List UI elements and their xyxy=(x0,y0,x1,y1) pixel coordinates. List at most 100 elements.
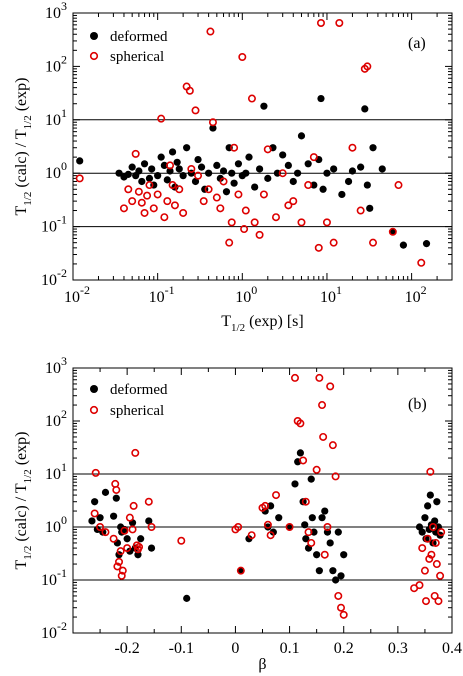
point-deformed xyxy=(245,535,253,543)
point-deformed xyxy=(363,181,371,189)
point-spherical xyxy=(418,544,427,553)
panel-label-b: (b) xyxy=(408,396,427,413)
point-spherical xyxy=(316,18,325,27)
point-spherical xyxy=(326,382,335,391)
point-spherical xyxy=(236,566,245,575)
point-spherical xyxy=(261,501,270,510)
point-deformed xyxy=(317,94,325,103)
point-deformed xyxy=(138,177,146,186)
point-spherical xyxy=(259,190,268,199)
y-tick-label: 102 xyxy=(45,407,67,430)
point-spherical xyxy=(166,161,175,170)
point-deformed xyxy=(175,165,183,173)
point-spherical xyxy=(179,208,188,217)
point-deformed xyxy=(323,169,331,177)
point-spherical xyxy=(318,401,327,410)
data-points-b xyxy=(88,373,446,619)
point-spherical xyxy=(96,522,105,531)
point-deformed xyxy=(313,551,321,559)
point-spherical xyxy=(116,547,125,556)
point-deformed xyxy=(340,551,348,559)
point-spherical xyxy=(117,571,126,580)
point-spherical xyxy=(429,522,438,531)
point-spherical xyxy=(432,560,441,569)
point-spherical xyxy=(363,62,372,71)
point-deformed xyxy=(294,169,302,177)
y-axis-label-a: T1/2 (calc) / T1/2 (exp) xyxy=(13,77,34,215)
point-deformed xyxy=(289,177,297,186)
point-deformed xyxy=(310,181,318,189)
point-deformed xyxy=(101,488,110,496)
point-deformed xyxy=(163,176,171,184)
point-spherical xyxy=(312,465,321,474)
point-spherical xyxy=(263,145,272,154)
point-deformed xyxy=(183,594,191,602)
point-spherical xyxy=(240,225,249,234)
point-spherical xyxy=(143,191,152,200)
point-spherical xyxy=(436,571,445,580)
point-spherical xyxy=(320,550,329,559)
point-deformed xyxy=(128,163,136,171)
point-spherical xyxy=(431,538,440,547)
point-spherical xyxy=(297,218,306,227)
point-spherical xyxy=(356,206,365,215)
point-spherical xyxy=(227,218,236,227)
point-spherical xyxy=(145,181,154,190)
point-deformed xyxy=(205,169,213,177)
point-deformed xyxy=(145,174,154,182)
legend-deformed-marker xyxy=(90,32,98,40)
point-spherical xyxy=(125,513,134,522)
legend-deformed-marker xyxy=(90,385,98,393)
point-spherical xyxy=(304,181,313,190)
legend-deformed-label: deformed xyxy=(110,382,168,398)
point-deformed xyxy=(230,179,238,187)
point-spherical xyxy=(263,520,272,529)
y-tick-label: 101 xyxy=(45,106,67,129)
point-deformed xyxy=(234,160,243,168)
point-deformed xyxy=(148,165,156,173)
point-spherical xyxy=(191,106,200,115)
point-spherical xyxy=(128,197,137,206)
point-spherical xyxy=(115,557,124,566)
point-spherical xyxy=(177,536,186,545)
point-deformed xyxy=(154,172,162,180)
point-spherical xyxy=(113,562,122,571)
point-spherical xyxy=(331,472,340,481)
point-spherical xyxy=(123,544,132,553)
point-deformed xyxy=(302,535,310,543)
point-spherical xyxy=(337,603,346,612)
plot-frame-a xyxy=(72,12,453,281)
point-deformed xyxy=(179,172,187,180)
point-spherical xyxy=(230,143,239,152)
point-spherical xyxy=(322,218,331,227)
point-deformed xyxy=(194,155,202,164)
point-spherical xyxy=(124,185,133,194)
point-spherical xyxy=(427,550,436,559)
point-deformed xyxy=(160,161,168,169)
y-tick-label: 103 xyxy=(45,0,67,22)
point-deformed xyxy=(213,161,221,169)
point-deformed xyxy=(209,124,217,132)
point-spherical xyxy=(185,86,194,95)
point-deformed xyxy=(337,572,345,580)
point-spherical xyxy=(163,197,172,206)
point-spherical xyxy=(91,468,100,477)
point-deformed xyxy=(260,102,268,110)
point-spherical xyxy=(147,522,156,531)
point-spherical xyxy=(119,204,128,213)
point-deformed xyxy=(269,528,277,536)
point-spherical xyxy=(323,522,332,531)
point-spherical xyxy=(131,448,140,457)
point-deformed xyxy=(308,514,316,522)
point-deformed xyxy=(307,475,315,483)
legend-a: deformed spherical xyxy=(89,29,168,65)
point-spherical xyxy=(149,204,158,213)
point-deformed xyxy=(418,528,426,536)
x-axis-label-b: β xyxy=(258,656,266,673)
point-deformed xyxy=(135,167,143,175)
point-deformed xyxy=(228,169,236,177)
point-deformed xyxy=(424,502,432,510)
point-spherical xyxy=(131,149,140,158)
point-deformed xyxy=(284,161,292,169)
